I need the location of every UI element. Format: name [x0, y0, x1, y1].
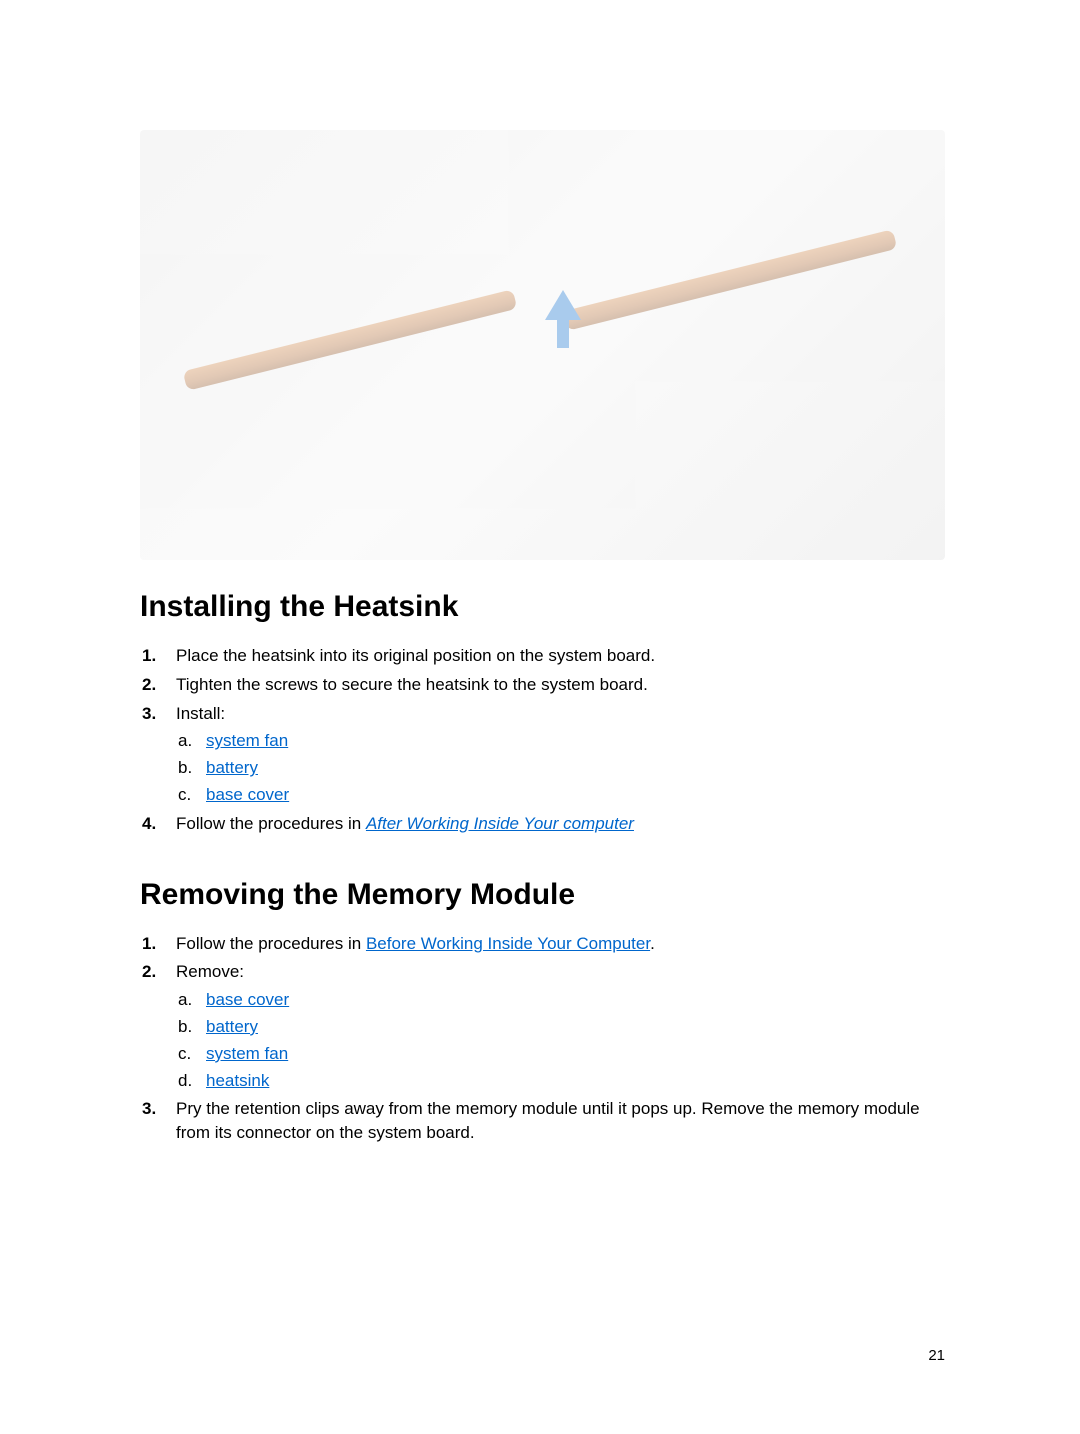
step-item: Place the heatsink into its original pos… — [168, 644, 945, 668]
sub-item: battery — [198, 756, 945, 780]
section-heading: Removing the Memory Module — [140, 878, 945, 912]
step-text: Place the heatsink into its original pos… — [176, 646, 655, 665]
step-prefix: Follow the procedures in — [176, 934, 366, 953]
step-prefix: Follow the procedures in — [176, 814, 366, 833]
step-text: Tighten the screws to secure the heatsin… — [176, 675, 648, 694]
system-fan-link[interactable]: system fan — [206, 1044, 288, 1063]
step-text: Remove: — [176, 962, 244, 981]
heatsink-link[interactable]: heatsink — [206, 1071, 269, 1090]
remove-sublist: base cover battery system fan heatsink — [176, 988, 945, 1092]
battery-link[interactable]: battery — [206, 1017, 258, 1036]
step-item: Follow the procedures in After Working I… — [168, 812, 945, 836]
page-number: 21 — [928, 1347, 945, 1364]
installing-heatsink-section: Installing the Heatsink Place the heatsi… — [140, 590, 945, 836]
battery-link[interactable]: battery — [206, 758, 258, 777]
step-suffix: . — [650, 934, 655, 953]
heatsink-figure — [140, 130, 945, 560]
step-item: Follow the procedures in Before Working … — [168, 932, 945, 956]
install-sublist: system fan battery base cover — [176, 729, 945, 806]
step-item: Tighten the screws to secure the heatsin… — [168, 673, 945, 697]
sub-item: base cover — [198, 988, 945, 1012]
step-item: Install: system fan battery base cover — [168, 702, 945, 807]
step-text: Pry the retention clips away from the me… — [176, 1099, 920, 1142]
sub-item: battery — [198, 1015, 945, 1039]
section-heading: Installing the Heatsink — [140, 590, 945, 624]
step-text: Install: — [176, 704, 225, 723]
sub-item: base cover — [198, 783, 945, 807]
base-cover-link[interactable]: base cover — [206, 785, 289, 804]
remove-steps-list: Follow the procedures in Before Working … — [140, 932, 945, 1145]
step-item: Pry the retention clips away from the me… — [168, 1097, 945, 1145]
after-working-link[interactable]: After Working Inside Your computer — [366, 814, 634, 833]
sub-item: system fan — [198, 1042, 945, 1066]
system-fan-link[interactable]: system fan — [206, 731, 288, 750]
install-steps-list: Place the heatsink into its original pos… — [140, 644, 945, 836]
base-cover-link[interactable]: base cover — [206, 990, 289, 1009]
removing-memory-section: Removing the Memory Module Follow the pr… — [140, 878, 945, 1145]
sub-item: system fan — [198, 729, 945, 753]
step-item: Remove: base cover battery system fan he… — [168, 960, 945, 1092]
sub-item: heatsink — [198, 1069, 945, 1093]
before-working-link[interactable]: Before Working Inside Your Computer — [366, 934, 650, 953]
